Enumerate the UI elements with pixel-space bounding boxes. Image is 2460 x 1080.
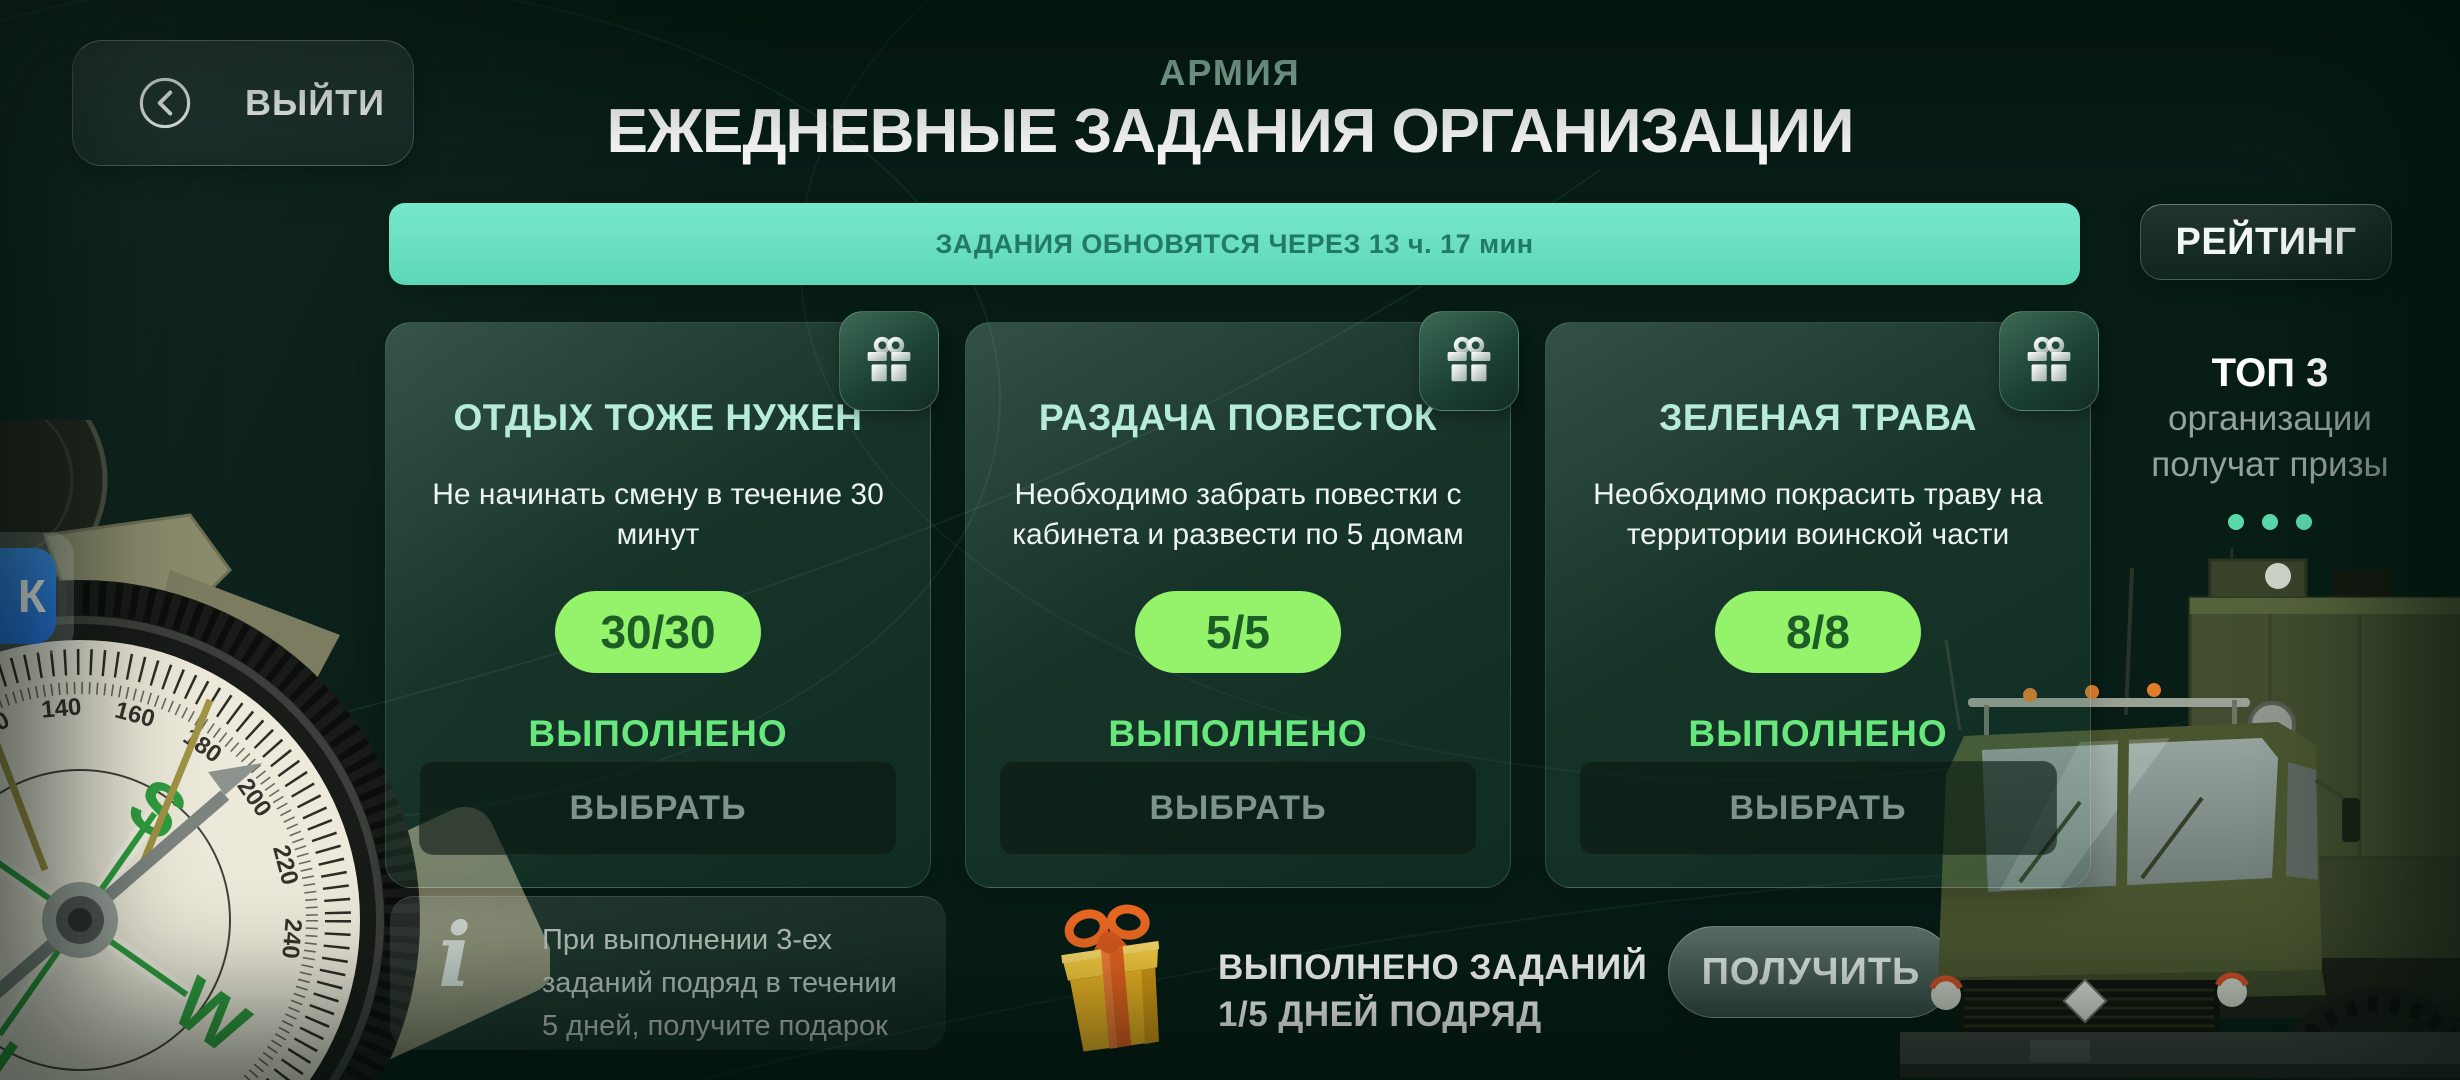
tasks-refresh-timer: ЗАДАНИЯ ОБНОВЯТСЯ ЧЕРЕЗ 13 ч. 17 мин — [389, 203, 2080, 285]
streak-line: 1/5 ДНЕЙ ПОДРЯД — [1218, 995, 1542, 1034]
prize-dot — [2296, 514, 2312, 530]
top3-prizes-note: ТОП 3 организации получат призы — [2128, 350, 2412, 530]
prize-dot — [2262, 514, 2278, 530]
gift-badge-icon — [2027, 336, 2071, 382]
task-cards-row: ОТДЫХ ТОЖЕ НУЖЕН Не начинать смену в теч… — [385, 311, 2099, 888]
prize-dots — [2128, 514, 2412, 530]
reward-button[interactable] — [1999, 311, 2099, 411]
task-card: ЗЕЛЕНАЯ ТРАВА Необходимо покрасить траву… — [1545, 311, 2099, 888]
timer-text: ЗАДАНИЯ ОБНОВЯТСЯ ЧЕРЕЗ 13 ч. 17 мин — [935, 228, 1534, 259]
select-task-button[interactable]: ВЫБРАТЬ — [999, 761, 1477, 855]
organization-category: АРМИЯ — [1159, 52, 1301, 93]
task-card: ОТДЫХ ТОЖЕ НУЖЕН Не начинать смену в теч… — [385, 311, 939, 888]
info-line: заданий подряд в течении — [542, 967, 897, 999]
rating-button[interactable]: РЕЙТИНГ — [2140, 204, 2392, 280]
top3-line: организации — [2168, 399, 2372, 438]
task-description: Необходимо забрать повестки с кабинета и… — [1012, 478, 1464, 551]
top3-line: получат призы — [2151, 445, 2389, 484]
select-label: ВЫБРАТЬ — [1729, 788, 1907, 827]
info-icon: i — [438, 903, 472, 1007]
task-status: ВЫПОЛНЕНО — [528, 713, 788, 754]
task-progress: 5/5 — [1206, 606, 1270, 658]
reward-button[interactable] — [839, 311, 939, 411]
task-status: ВЫПОЛНЕНО — [1108, 713, 1368, 754]
task-progress-pill: 30/30 — [555, 591, 761, 673]
page-title: ЕЖЕДНЕВНЫЕ ЗАДАНИЯ ОРГАНИЗАЦИИ — [606, 97, 1855, 166]
task-description: Не начинать смену в течение 30 минут — [432, 478, 884, 551]
streak-counter: ВЫПОЛНЕНО ЗАДАНИЙ 1/5 ДНЕЙ ПОДРЯД — [1218, 944, 1647, 1038]
task-title: ЗЕЛЕНАЯ ТРАВА — [1659, 397, 1977, 438]
claim-button[interactable]: ПОЛУЧИТЬ — [1668, 926, 1954, 1018]
exit-label: ВЫЙТИ — [245, 82, 385, 123]
svg-text:240: 240 — [276, 918, 306, 960]
top3-heading: ТОП 3 — [2211, 351, 2329, 395]
vk-label: К — [17, 570, 46, 622]
select-task-button[interactable]: ВЫБРАТЬ — [1579, 761, 2057, 855]
gift-badge-icon — [867, 336, 911, 382]
task-card: РАЗДАЧА ПОВЕСТОК Необходимо забрать пове… — [965, 311, 1519, 888]
select-label: ВЫБРАТЬ — [1149, 788, 1327, 827]
claim-label: ПОЛУЧИТЬ — [1701, 950, 1921, 993]
info-line: 5 дней, получите подарок — [542, 1010, 888, 1042]
select-task-button[interactable]: ВЫБРАТЬ — [419, 761, 897, 855]
prize-dot — [2228, 514, 2244, 530]
task-progress-pill: 5/5 — [1135, 591, 1341, 673]
task-progress: 30/30 — [600, 606, 716, 658]
back-chevron-icon — [139, 77, 191, 129]
task-description: Необходимо покрасить траву на территории… — [1593, 478, 2043, 551]
streak-line: ВЫПОЛНЕНО ЗАДАНИЙ — [1218, 948, 1648, 987]
vk-icon[interactable]: К — [0, 548, 56, 644]
gift-emoji-icon — [1061, 904, 1160, 1052]
task-title: ОТДЫХ ТОЖЕ НУЖЕН — [453, 397, 863, 438]
compass-photo: 120 140 160 180 200 220 240 S W E N — [0, 420, 550, 1080]
task-status: ВЫПОЛНЕНО — [1688, 713, 1948, 754]
task-progress: 8/8 — [1786, 606, 1850, 658]
reward-button[interactable] — [1419, 311, 1519, 411]
exit-button[interactable]: ВЫЙТИ — [72, 40, 414, 166]
info-line: При выполнении 3-ех — [542, 924, 832, 956]
task-title: РАЗДАЧА ПОВЕСТОК — [1038, 397, 1438, 438]
streak-info-panel: i При выполнении 3-ех заданий подряд в т… — [390, 896, 946, 1050]
rating-label: РЕЙТИНГ — [2175, 220, 2357, 263]
select-label: ВЫБРАТЬ — [569, 788, 747, 827]
task-progress-pill: 8/8 — [1715, 591, 1921, 673]
gift-badge-icon — [1447, 336, 1491, 382]
svg-text:140: 140 — [40, 693, 82, 723]
